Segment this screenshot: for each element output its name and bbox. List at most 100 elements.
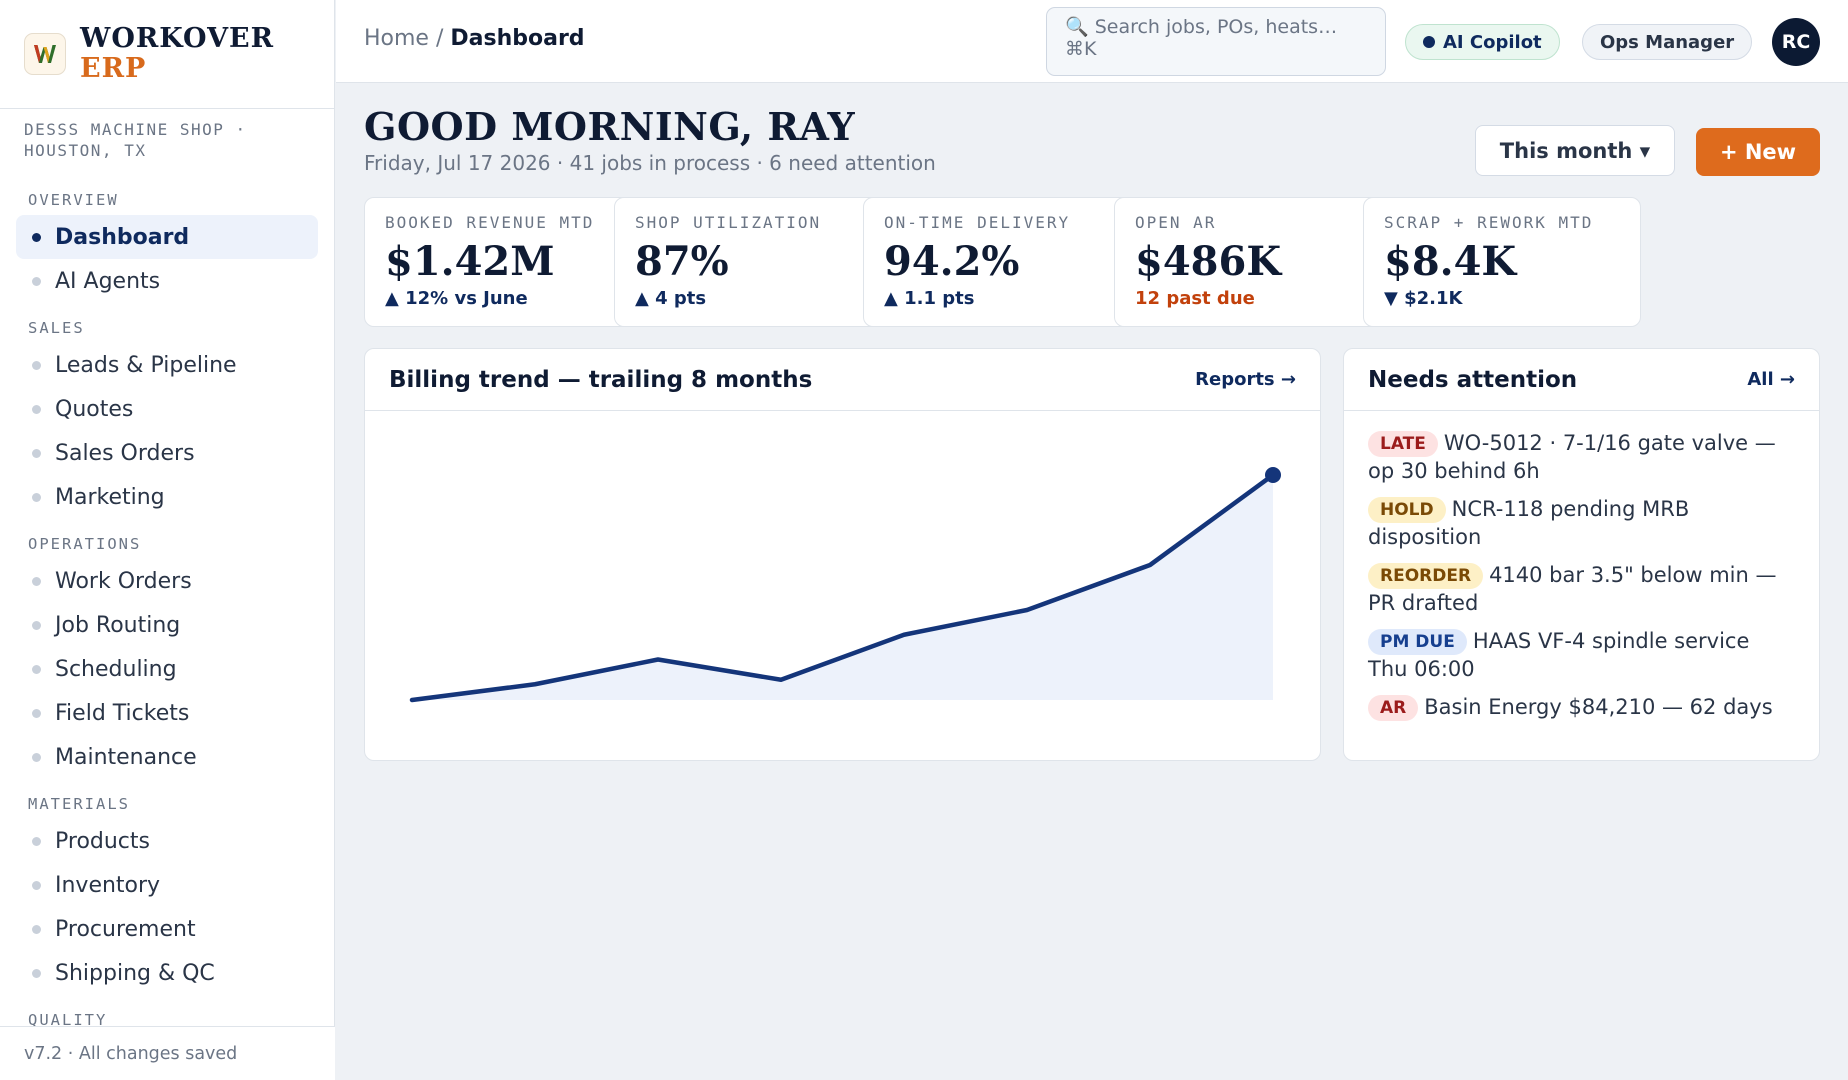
- page-title: GOOD MORNING, RAY: [364, 104, 856, 149]
- breadcrumb: Home / Dashboard: [364, 26, 585, 51]
- attention-item[interactable]: PM DUE HAAS VF-4 spindle service Thu 06:0…: [1368, 627, 1795, 683]
- billing-latest-point[interactable]: [1265, 467, 1281, 483]
- nav-section-heading: OPERATIONS: [28, 535, 142, 553]
- kpi-label: ON-TIME DELIVERY: [884, 213, 1071, 232]
- attention-item[interactable]: LATE WO-5012 · 7-1/16 gate valve — op 30 …: [1368, 429, 1795, 485]
- kpi-delta: ▼ $2.1K: [1384, 288, 1463, 309]
- bullet-icon: [32, 576, 41, 586]
- bullet-icon: [32, 968, 41, 978]
- kpi-card: BOOKED REVENUE MTD $1.42M ▲ 12% vs June: [364, 197, 642, 327]
- nav-section-heading: QUALITY: [28, 1011, 108, 1029]
- status-badge: AR: [1368, 695, 1419, 721]
- attention-item[interactable]: AR Basin Energy $84,210 — 62 days: [1368, 693, 1795, 721]
- attention-item[interactable]: HOLD NCR-118 pending MRB disposition: [1368, 495, 1795, 551]
- sidebar-item-label: Job Routing: [55, 612, 181, 638]
- kpi-delta: 12 past due: [1135, 288, 1255, 309]
- billing-trend-chart: [409, 467, 1281, 703]
- sidebar: WORKOVER ERP DESSS MACHINE SHOP · HOUSTO…: [0, 0, 335, 1080]
- sidebar-item-label: AI Agents: [55, 268, 161, 294]
- attention-text: HAAS VF-4 spindle service Thu 06:00: [1368, 629, 1750, 681]
- search-input[interactable]: 🔍 Search jobs, POs, heats… ⌘K: [1046, 7, 1386, 76]
- bullet-icon: [32, 492, 41, 502]
- sidebar-item-label: Scheduling: [55, 656, 177, 682]
- sidebar-item-label: Maintenance: [55, 744, 197, 770]
- sidebar-item-job-routing[interactable]: Job Routing: [16, 603, 318, 647]
- avatar[interactable]: RC: [1772, 18, 1820, 66]
- kpi-card: ON-TIME DELIVERY 94.2% ▲ 1.1 pts: [863, 197, 1141, 327]
- kpi-value: $486K: [1135, 238, 1282, 285]
- role-switcher[interactable]: Ops Manager: [1582, 24, 1753, 60]
- attention-list: LATE WO-5012 · 7-1/16 gate valve — op 30 …: [1344, 411, 1819, 721]
- kpi-delta: ▲ 4 pts: [635, 288, 707, 309]
- breadcrumb-home[interactable]: Home: [364, 26, 429, 51]
- bullet-icon: [32, 752, 41, 762]
- sidebar-item-leads-pipeline[interactable]: Leads & Pipeline: [16, 343, 318, 387]
- bullet-icon: [32, 836, 41, 846]
- kpi-label: SCRAP + REWORK MTD: [1384, 213, 1594, 232]
- kpi-label: SHOP UTILIZATION: [635, 213, 822, 232]
- sidebar-item-label: Quotes: [55, 396, 134, 422]
- kpi-delta: ▲ 1.1 pts: [884, 288, 975, 309]
- sidebar-item-maintenance[interactable]: Maintenance: [16, 735, 318, 779]
- sidebar-item-field-tickets[interactable]: Field Tickets: [16, 691, 318, 735]
- page-subtitle: Friday, Jul 17 2026 · 41 jobs in process…: [364, 151, 936, 175]
- sidebar-item-procurement[interactable]: Procurement: [16, 907, 318, 951]
- kpi-value: 94.2%: [884, 238, 1020, 285]
- attention-text: Basin Energy $84,210 — 62 days: [1424, 695, 1773, 719]
- sidebar-item-products[interactable]: Products: [16, 819, 318, 863]
- sidebar-item-scheduling[interactable]: Scheduling: [16, 647, 318, 691]
- brand[interactable]: WORKOVER ERP: [0, 0, 334, 109]
- nav-section-heading: OVERVIEW: [28, 191, 119, 209]
- needs-attention-title: Needs attention: [1368, 366, 1578, 393]
- status-dot-icon: [1423, 36, 1435, 48]
- billing-trend-title: Billing trend — trailing 8 months: [389, 366, 813, 393]
- bullet-icon: [32, 620, 41, 630]
- kpi-label: BOOKED REVENUE MTD: [385, 213, 595, 232]
- kpi-row: BOOKED REVENUE MTD $1.42M ▲ 12% vs June SHO…: [364, 197, 1820, 327]
- sidebar-item-work-orders[interactable]: Work Orders: [16, 559, 318, 603]
- sidebar-item-ai-agents[interactable]: AI Agents: [16, 259, 318, 303]
- attention-text: 4140 bar 3.5" below min — PR drafted: [1368, 563, 1777, 615]
- breadcrumb-separator: /: [428, 26, 451, 51]
- sidebar-item-shipping-qc[interactable]: Shipping & QC: [16, 951, 318, 995]
- sidebar-item-label: Products: [55, 828, 150, 854]
- sidebar-item-quotes[interactable]: Quotes: [16, 387, 318, 431]
- new-button[interactable]: + New: [1696, 128, 1820, 176]
- breadcrumb-current: Dashboard: [450, 26, 585, 51]
- kpi-label: OPEN AR: [1135, 213, 1217, 232]
- kpi-value: 87%: [635, 238, 729, 285]
- kpi-delta: ▲ 12% vs June: [385, 288, 528, 309]
- sidebar-item-dashboard[interactable]: Dashboard: [16, 215, 318, 259]
- attention-item[interactable]: REORDER 4140 bar 3.5" below min — PR draf…: [1368, 561, 1795, 617]
- reports-link[interactable]: Reports →: [1195, 369, 1296, 390]
- billing-trend-panel: Billing trend — trailing 8 months Report…: [364, 348, 1321, 761]
- kpi-value: $1.42M: [385, 238, 555, 285]
- bullet-icon: [32, 664, 41, 674]
- sidebar-item-sales-orders[interactable]: Sales Orders: [16, 431, 318, 475]
- sidebar-item-label: Inventory: [55, 872, 161, 898]
- ai-copilot-button[interactable]: AI Copilot: [1405, 24, 1560, 60]
- status-badge: REORDER: [1368, 563, 1484, 589]
- kpi-value: $8.4K: [1384, 238, 1517, 285]
- period-dropdown[interactable]: This month ▾: [1475, 125, 1675, 176]
- kpi-card: SHOP UTILIZATION 87% ▲ 4 pts: [614, 197, 892, 327]
- kpi-card: OPEN AR $486K 12 past due: [1114, 197, 1392, 327]
- sidebar-item-label: Marketing: [55, 484, 165, 510]
- needs-attention-panel: Needs attention All → LATE WO-5012 · 7-1/…: [1343, 348, 1820, 761]
- sidebar-item-label: Work Orders: [55, 568, 192, 594]
- sidebar-item-label: Leads & Pipeline: [55, 352, 237, 378]
- sidebar-item-label: Field Tickets: [55, 700, 190, 726]
- kpi-card: SCRAP + REWORK MTD $8.4K ▼ $2.1K: [1363, 197, 1641, 327]
- nav-section-heading: SALES: [28, 319, 85, 337]
- shop-location: DESSS MACHINE SHOP · HOUSTON, TX: [24, 120, 247, 160]
- brand-sub: ERP: [80, 53, 147, 84]
- status-badge: HOLD: [1368, 497, 1446, 523]
- sidebar-nav: OVERVIEW Dashboard AI Agents SALES Leads & P…: [0, 175, 334, 1035]
- sidebar-item-inventory[interactable]: Inventory: [16, 863, 318, 907]
- billing-area-fill: [412, 475, 1273, 700]
- topbar: Home / Dashboard 🔍 Search jobs, POs, hea…: [336, 0, 1848, 83]
- sidebar-item-label: Procurement: [55, 916, 196, 942]
- view-all-link[interactable]: All →: [1747, 369, 1795, 390]
- ai-copilot-label: AI Copilot: [1443, 31, 1542, 53]
- sidebar-item-marketing[interactable]: Marketing: [16, 475, 318, 519]
